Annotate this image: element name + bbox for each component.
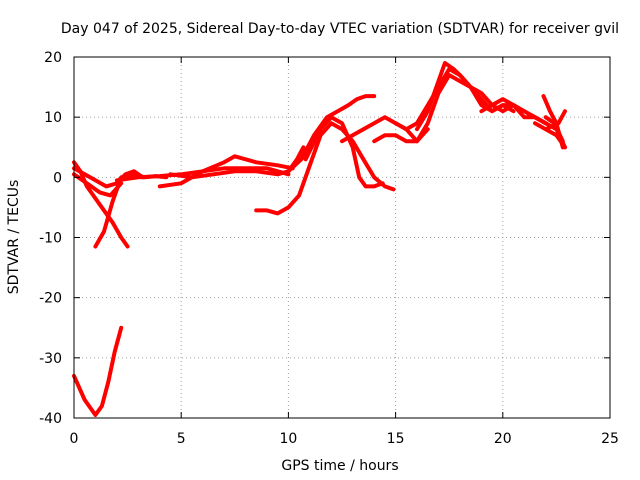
y-tick-label: 20 [44,50,62,66]
series-layer [72,61,567,417]
y-tick-label: -10 [39,231,62,247]
y-tick-label: 0 [53,170,62,186]
x-tick-label: 0 [70,431,79,447]
y-axis-label: SDTVAR / TECUs [6,180,22,295]
x-tick-label: 20 [494,431,512,447]
series-line-sat-l [340,115,430,144]
tick-layer: 0 5 10 15 20 25 -40 -30 -20 -10 0 10 20 [39,50,619,447]
x-tick-label: 10 [279,431,297,447]
series-line-sat-t [543,115,565,144]
series-line-sat-j [286,94,377,174]
series-line-sat-i [254,121,396,216]
series-line-sat-n [393,67,548,132]
x-tick-label: 15 [387,431,405,447]
x-axis-label: GPS time / hours [281,458,398,474]
series-line-sat-m [372,73,516,144]
y-tick-label: -30 [39,351,62,367]
series-line-sat-g [157,154,295,189]
chart-title: Day 047 of 2025, Sidereal Day-to-day VTE… [61,21,619,37]
x-tick-label: 5 [177,431,186,447]
series-line-sat-d [72,166,145,189]
y-tick-label: 10 [44,110,62,126]
y-tick-label: -40 [39,411,62,427]
y-tick-label: -20 [39,291,62,307]
series-line-sat-a [72,325,124,417]
series-line-sat-k [303,115,385,189]
x-tick-label: 25 [601,431,619,447]
series-line-sat-e [72,172,124,198]
grid-layer [74,57,610,418]
